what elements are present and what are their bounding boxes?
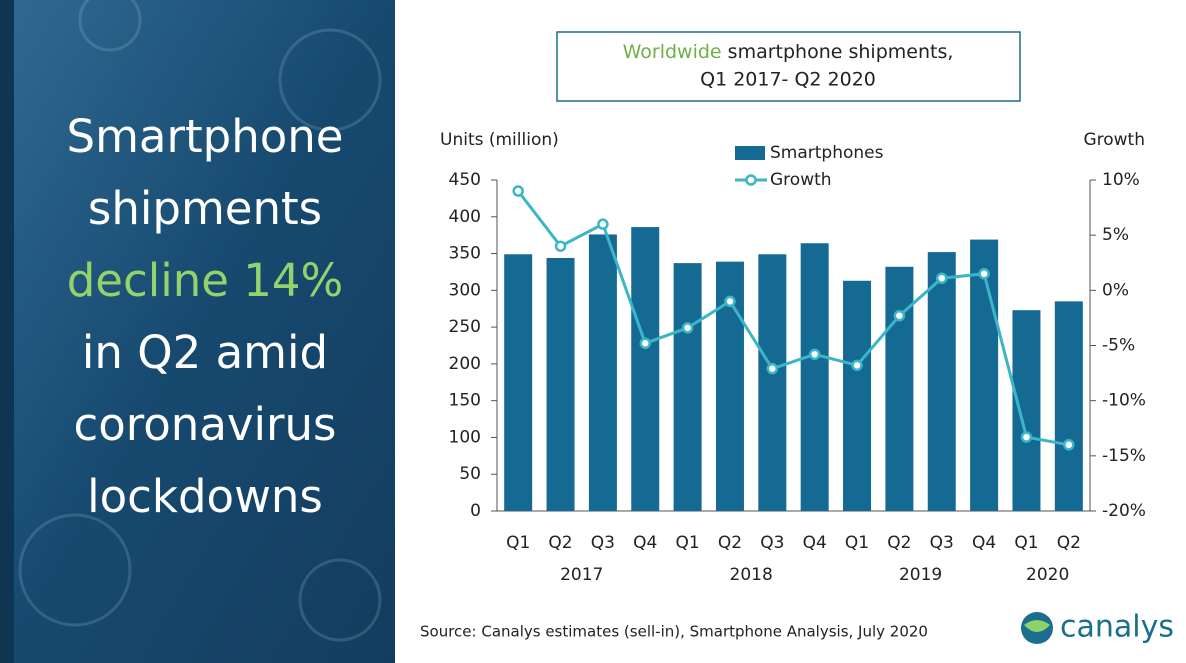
x-tick-label: Q1 [506, 533, 530, 553]
line-marker [724, 295, 736, 308]
x-group-label: 2019 [899, 565, 942, 585]
y2-axis-label: Growth [1083, 130, 1145, 150]
x-tick-label: Q3 [591, 533, 615, 553]
bar [970, 239, 999, 511]
panel-edge [0, 0, 14, 663]
bar [843, 280, 872, 511]
headline-line: lockdowns [87, 470, 323, 523]
y-tick-label: 200 [449, 354, 481, 374]
x-tick-label: Q4 [633, 533, 657, 553]
line-marker [851, 359, 863, 372]
bar [885, 266, 914, 511]
bar [1012, 310, 1041, 511]
y-tick-label: 50 [459, 464, 481, 484]
y-tick-label: 400 [449, 207, 481, 227]
decoration [18, 0, 382, 642]
y-axis-label: Units (million) [440, 130, 559, 150]
line-marker [893, 309, 906, 322]
y2-tick-label: -15% [1102, 446, 1146, 466]
y2-tick-label: -10% [1102, 391, 1146, 411]
line-marker [1020, 431, 1033, 443]
line-marker [1063, 439, 1075, 451]
bar [588, 234, 617, 512]
x-tick-label: Q1 [1014, 533, 1038, 553]
headline-highlight: decline 14% [67, 254, 344, 307]
line-marker [808, 348, 821, 361]
y-tick-label: 0 [470, 501, 481, 521]
headline-line: Smartphone [67, 110, 344, 163]
line-marker [597, 218, 609, 230]
bar [758, 254, 787, 511]
line-marker [554, 240, 567, 252]
line-marker [936, 272, 948, 284]
bar [546, 257, 575, 511]
title-box [556, 31, 1021, 102]
y-tick-label: 300 [449, 280, 481, 300]
legend-label: Smartphones [770, 143, 884, 163]
x-tick-label: Q2 [1057, 533, 1081, 553]
bar [927, 252, 956, 511]
logo-mark [1024, 620, 1050, 632]
x-tick-label: Q4 [972, 533, 996, 553]
bar [673, 263, 702, 511]
x-tick-label: Q2 [718, 533, 742, 553]
y-tick-label: 150 [449, 391, 481, 411]
line-marker [766, 362, 779, 375]
y-tick-label: 250 [449, 317, 481, 337]
source-note: Source: Canalys estimates (sell-in), Sma… [420, 623, 928, 641]
y2-tick-label: -20% [1102, 501, 1146, 521]
y2-tick-label: 0% [1102, 280, 1129, 300]
headline-line: coronavirus [73, 398, 336, 451]
logo-text: canalys [1060, 610, 1174, 645]
y-tick-label: 450 [449, 170, 481, 190]
x-tick-label: Q1 [845, 533, 869, 553]
y-tick-label: 100 [449, 427, 481, 447]
y-tick-label: 350 [449, 244, 481, 264]
chart-subtitle: Q1 2017- Q2 2020 [700, 69, 876, 91]
x-tick-label: Q2 [548, 533, 572, 553]
line-marker [978, 268, 990, 280]
x-group-label: 2017 [560, 565, 603, 585]
line-marker [681, 322, 694, 334]
x-tick-label: Q3 [760, 533, 784, 553]
headline-line: shipments [88, 182, 322, 235]
headline-line: in Q2 amid [82, 326, 328, 379]
title-part: smartphone shipments, [728, 41, 954, 63]
legend-swatch [735, 146, 765, 160]
bar [631, 227, 660, 511]
x-tick-label: Q2 [887, 533, 911, 553]
x-group-label: 2018 [730, 565, 773, 585]
y2-tick-label: -5% [1102, 336, 1135, 356]
line [516, 190, 1070, 447]
line-marker [639, 337, 651, 350]
bar [504, 254, 533, 511]
legend-label: Growth [770, 170, 832, 190]
line-marker [512, 185, 524, 197]
side-panel [0, 0, 395, 663]
x-tick-label: Q3 [930, 533, 954, 553]
bar [800, 243, 829, 511]
x-tick-label: Q4 [803, 533, 827, 553]
x-tick-label: Q1 [676, 533, 700, 553]
bar [1054, 301, 1083, 511]
legend-swatch [745, 174, 757, 186]
chart-title: Worldwide smartphone shipments, [623, 41, 954, 63]
x-group-label: 2020 [1026, 565, 1069, 585]
y2-tick-label: 10% [1102, 170, 1140, 190]
title-highlight: Worldwide [623, 41, 722, 63]
y2-tick-label: 5% [1102, 225, 1129, 245]
